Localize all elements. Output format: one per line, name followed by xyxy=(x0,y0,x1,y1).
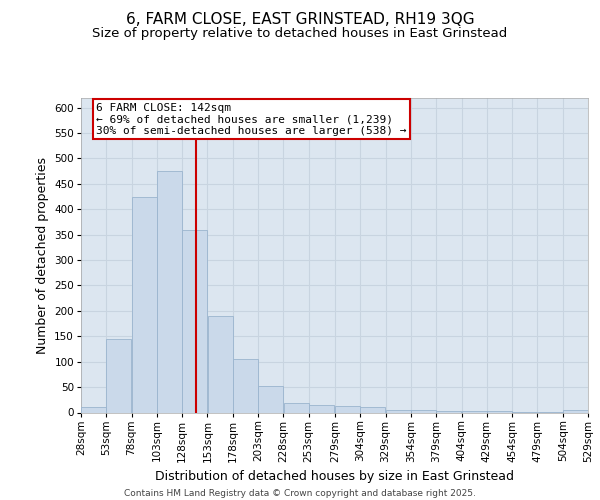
Bar xyxy=(106,339,131,412)
Bar xyxy=(208,316,233,412)
Bar xyxy=(132,196,157,412)
X-axis label: Distribution of detached houses by size in East Grinstead: Distribution of detached houses by size … xyxy=(155,470,514,483)
Text: 6 FARM CLOSE: 142sqm
← 69% of detached houses are smaller (1,239)
30% of semi-de: 6 FARM CLOSE: 142sqm ← 69% of detached h… xyxy=(96,102,407,136)
Bar xyxy=(157,171,182,412)
Text: Size of property relative to detached houses in East Grinstead: Size of property relative to detached ho… xyxy=(92,28,508,40)
Text: Contains HM Land Registry data © Crown copyright and database right 2025.: Contains HM Land Registry data © Crown c… xyxy=(124,488,476,498)
Bar xyxy=(258,386,283,412)
Bar xyxy=(81,408,106,412)
Text: 6, FARM CLOSE, EAST GRINSTEAD, RH19 3QG: 6, FARM CLOSE, EAST GRINSTEAD, RH19 3QG xyxy=(125,12,475,28)
Bar xyxy=(461,411,487,412)
Bar xyxy=(436,411,461,412)
Bar xyxy=(182,230,208,412)
Bar xyxy=(411,410,436,412)
Bar xyxy=(386,410,411,412)
Bar xyxy=(284,404,308,412)
Bar xyxy=(563,410,588,412)
Bar xyxy=(309,405,334,412)
Bar xyxy=(233,359,258,412)
Bar xyxy=(361,408,385,412)
Bar xyxy=(335,406,360,412)
Y-axis label: Number of detached properties: Number of detached properties xyxy=(36,156,49,354)
